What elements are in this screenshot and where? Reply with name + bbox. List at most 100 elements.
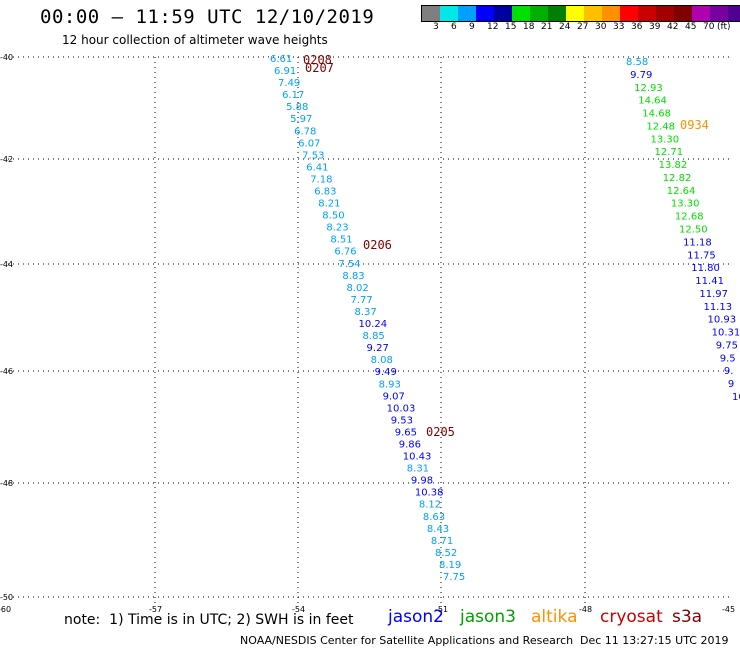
page-subtitle: 12 hour collection of altimeter wave hei… — [62, 33, 328, 47]
color-scale-bar — [421, 5, 740, 22]
color-swatch — [494, 6, 512, 21]
wave-height-label: 8.83 — [342, 271, 364, 282]
footer-timestamp: Dec 11 13:27:15 UTC 2019 — [580, 634, 729, 647]
wave-height-label: 9.65 — [395, 427, 417, 438]
wave-height-label: 8.02 — [346, 283, 368, 294]
wave-height-label: 7.75 — [443, 572, 465, 583]
page-title: 00:00 – 11:59 UTC 12/10/2019 — [40, 6, 375, 28]
legend-item-jason3: jason3 — [460, 607, 516, 627]
color-scale-tick: 21 — [541, 22, 553, 32]
color-swatch — [638, 6, 656, 21]
color-swatch — [656, 6, 674, 21]
wave-height-label: 7.53 — [302, 150, 324, 161]
wave-height-label: 8.43 — [427, 524, 449, 535]
pass-time-label: 0207 — [305, 61, 334, 75]
wave-height-label: 8.51 — [330, 235, 352, 246]
latitude-label: -42 — [0, 155, 13, 164]
wave-height-label: 12.64 — [667, 186, 696, 197]
wave-height-label: 6.76 — [334, 247, 356, 258]
color-swatch — [530, 6, 548, 21]
wave-height-label: 6.61 — [270, 54, 292, 65]
wave-height-label: 14.68 — [642, 109, 671, 120]
color-scale-tick: 27 — [577, 22, 589, 32]
wave-height-label: 12.68 — [675, 212, 704, 223]
wave-height-label: 8.23 — [326, 223, 348, 234]
wave-height-label: 11.75 — [687, 250, 716, 261]
wave-height-label: 8.63 — [423, 512, 445, 523]
color-scale-tick: 70 — [703, 22, 715, 32]
color-scale-tick: (ft) — [717, 22, 731, 32]
legend-item-altika: altika — [531, 607, 578, 627]
wave-height-label: 10.43 — [403, 452, 432, 463]
wave-height-label: 6.78 — [294, 126, 316, 137]
color-scale-tick: 36 — [631, 22, 643, 32]
color-swatch — [422, 6, 440, 21]
wave-height-label: 8.19 — [439, 560, 461, 571]
wave-height-label: 11.13 — [703, 302, 732, 313]
legend-item-s3a: s3a — [672, 607, 703, 627]
wave-height-label: 8.50 — [322, 211, 344, 222]
color-scale-tick: 45 — [685, 22, 697, 32]
wave-height-label: 8.71 — [431, 536, 453, 547]
latitude-label: -50 — [0, 593, 13, 602]
color-swatch — [602, 6, 620, 21]
color-scale-tick: 15 — [505, 22, 517, 32]
wave-height-label: 9.27 — [367, 343, 389, 354]
pass-time-label: 0208 — [303, 53, 332, 67]
wave-height-label: 7.77 — [350, 295, 372, 306]
wave-height-label: 11.97 — [699, 289, 728, 300]
latitude-label: -46 — [0, 367, 13, 376]
wave-height-label: 8.93 — [379, 379, 401, 390]
legend-item-cryosat: cryosat — [600, 607, 663, 627]
longitude-label: -45 — [722, 605, 735, 614]
color-swatch — [728, 6, 740, 21]
color-scale-tick: 39 — [649, 22, 661, 32]
wave-height-label: 10 — [732, 392, 740, 403]
color-swatch — [458, 6, 476, 21]
wave-height-label: 8.12 — [419, 500, 441, 511]
wave-height-label: 9. — [724, 366, 734, 377]
wave-height-label: 7.18 — [310, 174, 332, 185]
longitude-label: -60 — [0, 605, 11, 614]
wave-height-label: 8.08 — [371, 355, 393, 366]
color-swatch — [674, 6, 692, 21]
wave-height-label: 6.07 — [298, 138, 320, 149]
pass-time-label: 0206 — [363, 238, 392, 252]
longitude-label: -57 — [149, 605, 162, 614]
wave-height-label: 13.30 — [671, 199, 700, 210]
wave-height-label: 13.30 — [650, 134, 679, 145]
wave-height-label: 12.82 — [663, 173, 692, 184]
wave-height-label: 6.41 — [306, 162, 328, 173]
wave-height-label: 6.83 — [314, 187, 336, 198]
color-swatch — [476, 6, 494, 21]
color-scale-tick: 33 — [613, 22, 625, 32]
longitude-label: -51 — [435, 605, 448, 614]
wave-height-label: 12.93 — [634, 83, 663, 94]
wave-height-label: 10.38 — [415, 488, 444, 499]
longitude-label: -48 — [579, 605, 592, 614]
wave-height-label: 9.86 — [399, 439, 421, 450]
color-swatch — [710, 6, 728, 21]
wave-height-label: 5.88 — [286, 102, 308, 113]
pass-time-label: 0205 — [426, 425, 455, 439]
longitude-label: -54 — [292, 605, 305, 614]
wave-height-label: 8.37 — [354, 307, 376, 318]
wave-height-label: 6.17 — [282, 90, 304, 101]
wave-height-label: 8.21 — [318, 199, 340, 210]
wave-height-label: 8.52 — [435, 548, 457, 559]
wave-height-label: 9.49 — [375, 367, 397, 378]
wave-height-label: 9 — [728, 379, 734, 390]
wave-height-label: 8.31 — [407, 464, 429, 475]
wave-height-label: 10.24 — [359, 319, 388, 330]
color-scale-tick: 6 — [451, 22, 457, 32]
color-swatch — [512, 6, 530, 21]
wave-height-label: 9.79 — [630, 70, 652, 81]
wave-height-label: 12.50 — [679, 225, 708, 236]
units-note: note: 1) Time is in UTC; 2) SWH is in fe… — [64, 612, 354, 628]
latitude-label: -40 — [0, 53, 13, 62]
color-scale-labels: 3 6 9 12 15 18 21 24 27 30 33 36 39 42 45 70 (ft) — [421, 22, 740, 34]
color-swatch — [692, 6, 710, 21]
color-swatch — [548, 6, 566, 21]
